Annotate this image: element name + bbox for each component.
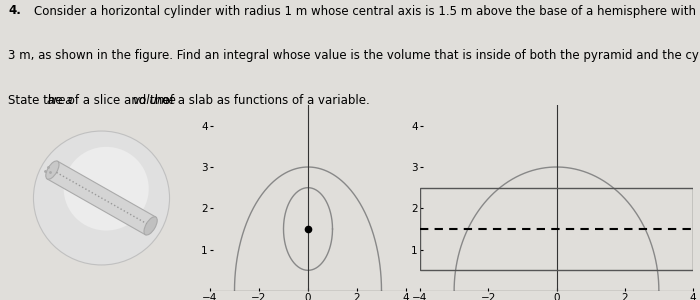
Circle shape xyxy=(64,147,148,230)
Text: volume: volume xyxy=(132,94,176,107)
Ellipse shape xyxy=(144,217,158,235)
Text: State the: State the xyxy=(8,94,66,107)
Text: 3 m, as shown in the figure. Find an integral whose value is the volume that is : 3 m, as shown in the figure. Find an int… xyxy=(8,50,700,62)
Circle shape xyxy=(34,131,169,265)
Bar xyxy=(420,188,693,270)
Text: 4.: 4. xyxy=(8,4,21,17)
Text: area: area xyxy=(46,94,73,107)
Polygon shape xyxy=(47,161,156,235)
Text: of a slice and the: of a slice and the xyxy=(64,94,174,107)
Text: Consider a horizontal cylinder with radius 1 m whose central axis is 1.5 m above: Consider a horizontal cylinder with radi… xyxy=(34,4,700,17)
Ellipse shape xyxy=(46,161,59,179)
Text: of a slab as functions of a variable.: of a slab as functions of a variable. xyxy=(159,94,370,107)
